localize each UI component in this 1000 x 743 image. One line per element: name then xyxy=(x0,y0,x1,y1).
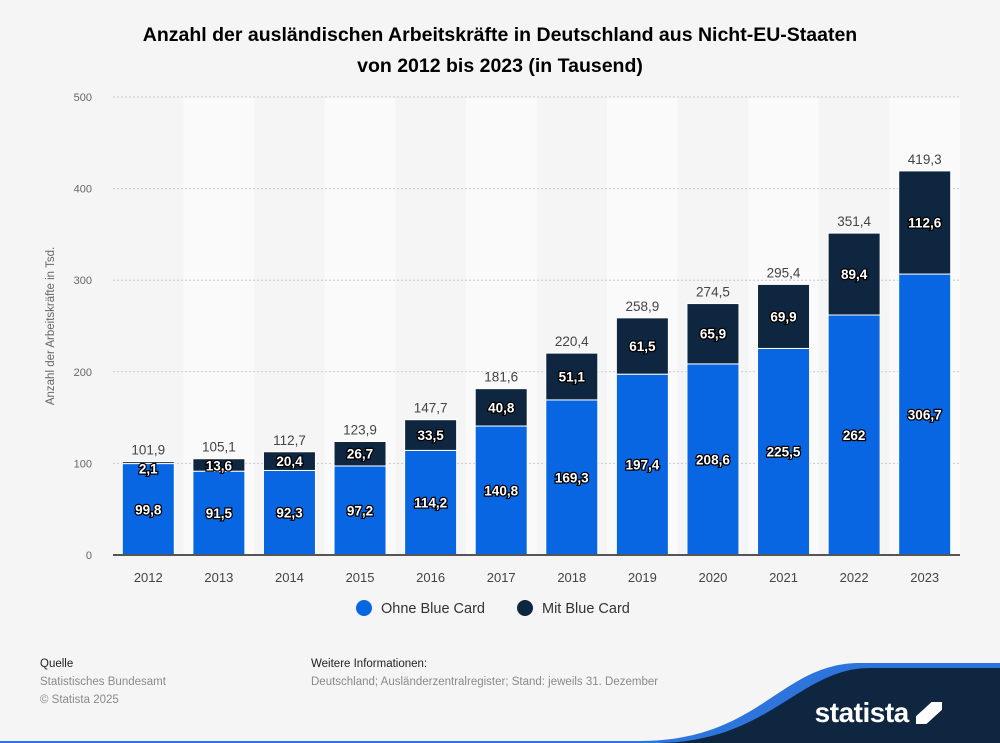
data-label: 114,2 xyxy=(414,496,447,511)
bar-mit-blue-card xyxy=(615,317,669,375)
data-label: 140,8 xyxy=(484,484,518,499)
bar-ohne-blue-card xyxy=(686,363,740,556)
source-heading: Quelle xyxy=(40,658,74,670)
data-label: 2,1 xyxy=(139,462,158,477)
x-tick-label: 2013 xyxy=(204,570,233,585)
statista-logo-swoosh xyxy=(0,663,1000,743)
bar-ohne-blue-card xyxy=(262,469,316,556)
data-label: 169,3 xyxy=(555,470,589,485)
total-label: 101,9 xyxy=(131,443,165,458)
data-label: 33,5 xyxy=(417,428,444,443)
data-label: 26,7 xyxy=(347,447,373,462)
data-label: 20,4 xyxy=(276,454,303,469)
total-label: 258,9 xyxy=(625,299,659,314)
bar-ohne-blue-card xyxy=(333,465,387,556)
legend-marker xyxy=(356,600,372,616)
bar-mit-blue-card xyxy=(333,441,387,467)
data-label: 92,3 xyxy=(276,506,303,521)
total-label: 295,4 xyxy=(767,265,801,280)
statista-logo-mark-icon xyxy=(916,702,942,724)
data-label: 225,5 xyxy=(767,445,801,460)
info-block: Weitere Informationen: Deutschland; Ausl… xyxy=(311,655,658,691)
bar-mit-blue-card xyxy=(262,451,316,471)
y-tick-label: 200 xyxy=(74,367,92,379)
data-label: 97,2 xyxy=(347,503,373,518)
info-text: Deutschland; Ausländerzentralregister; S… xyxy=(311,676,659,688)
y-tick-label: 500 xyxy=(74,92,92,104)
data-label: 197,4 xyxy=(625,458,659,473)
bar-ohne-blue-card xyxy=(545,399,599,556)
bar-ohne-blue-card xyxy=(757,347,811,556)
bar-mit-blue-card xyxy=(404,419,458,451)
legend-label: Ohne Blue Card xyxy=(381,601,485,617)
y-tick-label: 100 xyxy=(74,458,92,470)
info-heading: Weitere Informationen: xyxy=(311,658,428,670)
bar-mit-blue-card xyxy=(827,232,881,316)
legend-marker xyxy=(517,600,533,616)
x-tick-label: 2017 xyxy=(487,570,516,585)
data-label: 262 xyxy=(843,428,866,443)
data-label: 40,8 xyxy=(488,400,515,415)
total-label: 147,7 xyxy=(414,401,448,416)
bar-ohne-blue-card xyxy=(404,449,458,556)
bar-mit-blue-card xyxy=(192,458,246,472)
source-name: Statistisches Bundesamt xyxy=(40,676,166,688)
bar-mit-blue-card xyxy=(474,388,528,427)
copyright: © Statista 2025 xyxy=(40,694,119,706)
bar-ohne-blue-card xyxy=(192,470,246,556)
bar-ohne-blue-card xyxy=(827,314,881,556)
bar-mit-blue-card xyxy=(686,303,740,365)
data-label: 13,6 xyxy=(206,459,233,474)
y-tick-label: 0 xyxy=(86,550,92,562)
bar-mit-blue-card xyxy=(545,352,599,401)
total-label: 105,1 xyxy=(202,440,236,455)
chart-title: Anzahl der ausländischen Arbeitskräfte i… xyxy=(0,20,1000,82)
total-label: 351,4 xyxy=(837,214,871,229)
x-tick-label: 2016 xyxy=(416,570,445,585)
data-label: 91,5 xyxy=(206,506,233,521)
statista-logo: statista xyxy=(815,697,942,729)
legend-label: Mit Blue Card xyxy=(542,601,630,617)
data-label: 51,1 xyxy=(559,370,586,385)
total-label: 112,7 xyxy=(273,433,306,448)
total-label: 274,5 xyxy=(696,285,730,300)
x-tick-label: 2012 xyxy=(134,570,163,585)
data-label: 69,9 xyxy=(770,309,796,324)
x-tick-label: 2019 xyxy=(628,570,657,585)
data-label: 61,5 xyxy=(629,339,656,354)
data-label: 89,4 xyxy=(841,267,868,282)
data-label: 306,7 xyxy=(908,408,942,423)
x-tick-label: 2014 xyxy=(275,570,304,585)
title-line-2: von 2012 bis 2023 (in Tausend) xyxy=(357,55,643,77)
data-label: 65,9 xyxy=(700,327,726,342)
total-label: 419,3 xyxy=(908,152,942,167)
x-tick-label: 2015 xyxy=(346,570,375,585)
x-tick-label: 2021 xyxy=(769,570,798,585)
total-label: 123,9 xyxy=(343,423,377,438)
data-label: 99,8 xyxy=(135,502,162,517)
total-label: 220,4 xyxy=(555,334,589,349)
y-tick-label: 300 xyxy=(74,275,92,287)
title-line-1: Anzahl der ausländischen Arbeitskräfte i… xyxy=(142,24,858,46)
stacked-bar-chart: 0 100 200 300 400 500 Anzahl der Arbeitskräfte… xyxy=(45,92,960,617)
source-block: Quelle Statistisches Bundesamt © Statist… xyxy=(40,655,166,709)
data-label: 208,6 xyxy=(696,452,730,467)
bar-mit-blue-card xyxy=(121,461,175,465)
bar-ohne-blue-card xyxy=(898,273,952,556)
y-axis-label: Anzahl der Arbeitskräfte in Tsd. xyxy=(45,247,57,405)
bar-mit-blue-card xyxy=(757,283,811,349)
bar-mit-blue-card xyxy=(898,170,952,275)
data-label: 112,6 xyxy=(908,215,942,230)
y-tick-label: 400 xyxy=(74,184,92,196)
x-tick-label: 2020 xyxy=(698,570,727,585)
total-label: 181,6 xyxy=(484,370,518,385)
bar-ohne-blue-card xyxy=(474,425,528,556)
x-tick-label: 2022 xyxy=(840,570,869,585)
x-tick-label: 2018 xyxy=(557,570,586,585)
x-tick-label: 2023 xyxy=(910,570,939,585)
